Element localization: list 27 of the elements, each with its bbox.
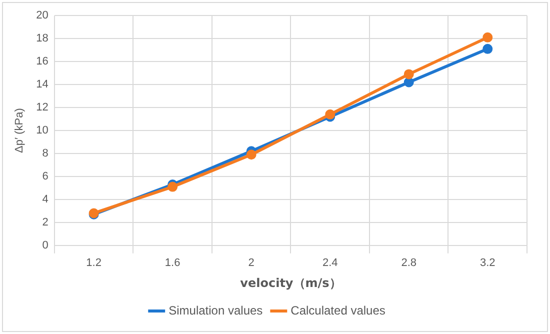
- y-tick-label: 6: [42, 170, 48, 182]
- legend-label: Calculated values: [290, 303, 386, 318]
- x-tick-label: 3.2: [480, 257, 496, 270]
- point: [325, 109, 336, 120]
- y-tick-label: 16: [36, 56, 48, 68]
- x-tick-label: 2.4: [322, 257, 338, 270]
- y-tick-label: 0: [42, 239, 48, 252]
- x-tick-label: 2: [248, 257, 254, 270]
- y-tick-label: 20: [36, 10, 48, 22]
- x-tick-label: 1.2: [86, 257, 102, 270]
- x-tick-label: 1.6: [164, 257, 180, 270]
- point: [482, 44, 493, 54]
- legend-label: Simulation values: [168, 303, 263, 318]
- x-axis-title: velocity（m/s）: [240, 276, 342, 290]
- point: [482, 32, 493, 42]
- y-tick-label: 14: [36, 78, 48, 91]
- y-tick-label: 4: [42, 193, 48, 206]
- x-tick-label: 2.8: [401, 257, 417, 270]
- y-tick-label: 18: [36, 32, 48, 45]
- point: [404, 69, 414, 80]
- point: [246, 150, 256, 160]
- point: [404, 77, 414, 88]
- y-tick-label: 8: [42, 148, 48, 160]
- y-tick-label: 10: [36, 124, 48, 137]
- y-tick-label: 12: [36, 102, 48, 114]
- y-tick-label: 2: [42, 216, 48, 228]
- y-axis-title: Δp′ (kPa): [14, 108, 26, 153]
